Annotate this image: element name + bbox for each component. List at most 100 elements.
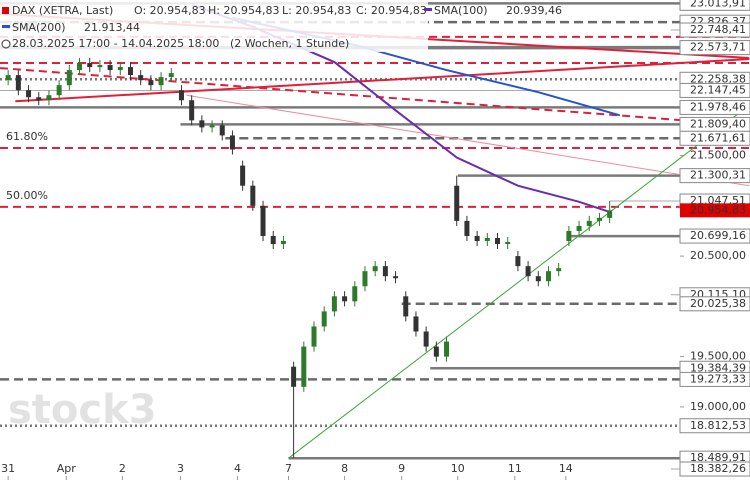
trend-line	[15, 58, 750, 103]
candle-body	[77, 63, 83, 71]
level-label: 21.809,40	[690, 117, 746, 130]
candle-body	[107, 65, 113, 71]
candle-body	[454, 185, 460, 221]
candle-body	[26, 90, 32, 98]
candle-body	[413, 316, 419, 332]
candle-body	[117, 67, 123, 71]
candle-body	[168, 73, 174, 78]
candle-body	[495, 237, 501, 245]
level-label: 18.382,26	[690, 462, 746, 475]
candle-body	[433, 346, 439, 357]
interval: (2 Wochen, 1 Stunde)	[230, 37, 349, 50]
level-label: 19.273,33	[690, 372, 746, 385]
candle-body	[158, 77, 164, 86]
instrument: DAX (XETRA, Last)	[12, 4, 113, 17]
candle-body	[270, 235, 276, 245]
candle-body	[444, 341, 450, 357]
x-tick-label: 11	[508, 462, 522, 475]
candle-body	[66, 70, 72, 86]
level-label: 18.812,53	[690, 419, 746, 432]
level-box	[679, 22, 750, 38]
level-label: 22.573,71	[690, 41, 746, 54]
candle-body	[36, 97, 42, 101]
candle-body	[596, 217, 602, 221]
x-tick-label: 10	[451, 462, 465, 475]
candle-body	[56, 85, 62, 96]
candle-body	[331, 296, 337, 312]
legend-entry: SMA(200)	[12, 21, 66, 34]
candle-body	[535, 276, 541, 282]
candle-body	[229, 135, 235, 150]
legend-bg	[0, 2, 428, 52]
y-tick-label: 19.000,00	[690, 400, 746, 413]
candle-body	[352, 286, 358, 302]
candle-body	[484, 237, 490, 242]
trend-line	[288, 104, 750, 459]
candle-body	[15, 75, 21, 91]
period: 28.03.2025 17:00 - 14.04.2025 18:00	[12, 37, 219, 50]
level-label: 19.384,39	[690, 361, 746, 374]
candle-body	[362, 271, 368, 287]
level-label: 18.489,91	[690, 451, 746, 464]
candle-body	[382, 266, 388, 277]
candle-body	[321, 311, 327, 327]
fib-label: 50.00%	[6, 189, 48, 202]
level-label: 22.258,38	[690, 72, 746, 85]
candle-body	[138, 75, 144, 81]
level-box	[679, 168, 750, 184]
candle-body	[545, 271, 551, 282]
level-label: 23.013,91	[690, 0, 746, 9]
level-label: 21.978,46	[690, 100, 746, 113]
candle-body	[403, 296, 409, 317]
x-tick-label: 2	[119, 462, 126, 475]
candle-body	[515, 256, 521, 267]
candle-body	[342, 296, 348, 302]
candle-body	[240, 165, 246, 186]
candle-body	[178, 90, 184, 101]
legend-entry: SMA(100)	[434, 4, 488, 17]
last-price-box	[680, 203, 750, 218]
x-tick-label: 7	[285, 462, 292, 475]
candle-body	[209, 125, 215, 128]
candle-body	[372, 266, 378, 272]
level-box	[679, 99, 750, 115]
x-tick-label: 9	[398, 462, 405, 475]
candle-body	[464, 220, 470, 236]
candle-body	[189, 100, 195, 121]
y-tick-label: 20.500,00	[690, 249, 746, 262]
candle-body	[260, 205, 266, 236]
legend-swatch	[2, 25, 10, 28]
candle-body	[525, 266, 531, 277]
legend: DAX (XETRA, Last) O: 20.954,83 H: 20.954,8…	[0, 2, 562, 52]
candle-body	[280, 241, 286, 245]
candle-body	[199, 120, 205, 128]
candle-body	[474, 235, 480, 242]
candle-body	[586, 220, 592, 226]
candle-body	[607, 210, 613, 218]
candle-body	[250, 185, 256, 206]
trend-line	[0, 67, 750, 127]
candle-body	[566, 230, 572, 242]
legend-swatch	[424, 8, 432, 11]
candle-body	[505, 242, 511, 245]
level-box	[679, 82, 750, 98]
trend-line	[186, 94, 750, 187]
candle-body	[87, 63, 93, 68]
candle-body	[301, 346, 307, 387]
level-box	[679, 371, 750, 387]
x-tick-label: 31	[1, 462, 15, 475]
level-label: 20.025,38	[690, 297, 746, 310]
level-box	[679, 40, 750, 56]
last-price-label: 20.954,83	[690, 203, 746, 216]
x-tick-label: 3	[177, 462, 184, 475]
level-box	[679, 296, 750, 312]
y-tick-label: 19.500,00	[690, 350, 746, 363]
x-tick-label: 4	[234, 462, 241, 475]
clock-icon	[1, 39, 11, 49]
level-box	[679, 0, 750, 11]
level-box	[679, 418, 750, 434]
level-label: 21.671,61	[690, 131, 746, 144]
x-tick-label: 14	[559, 462, 573, 475]
level-label: 22.748,41	[690, 23, 746, 36]
